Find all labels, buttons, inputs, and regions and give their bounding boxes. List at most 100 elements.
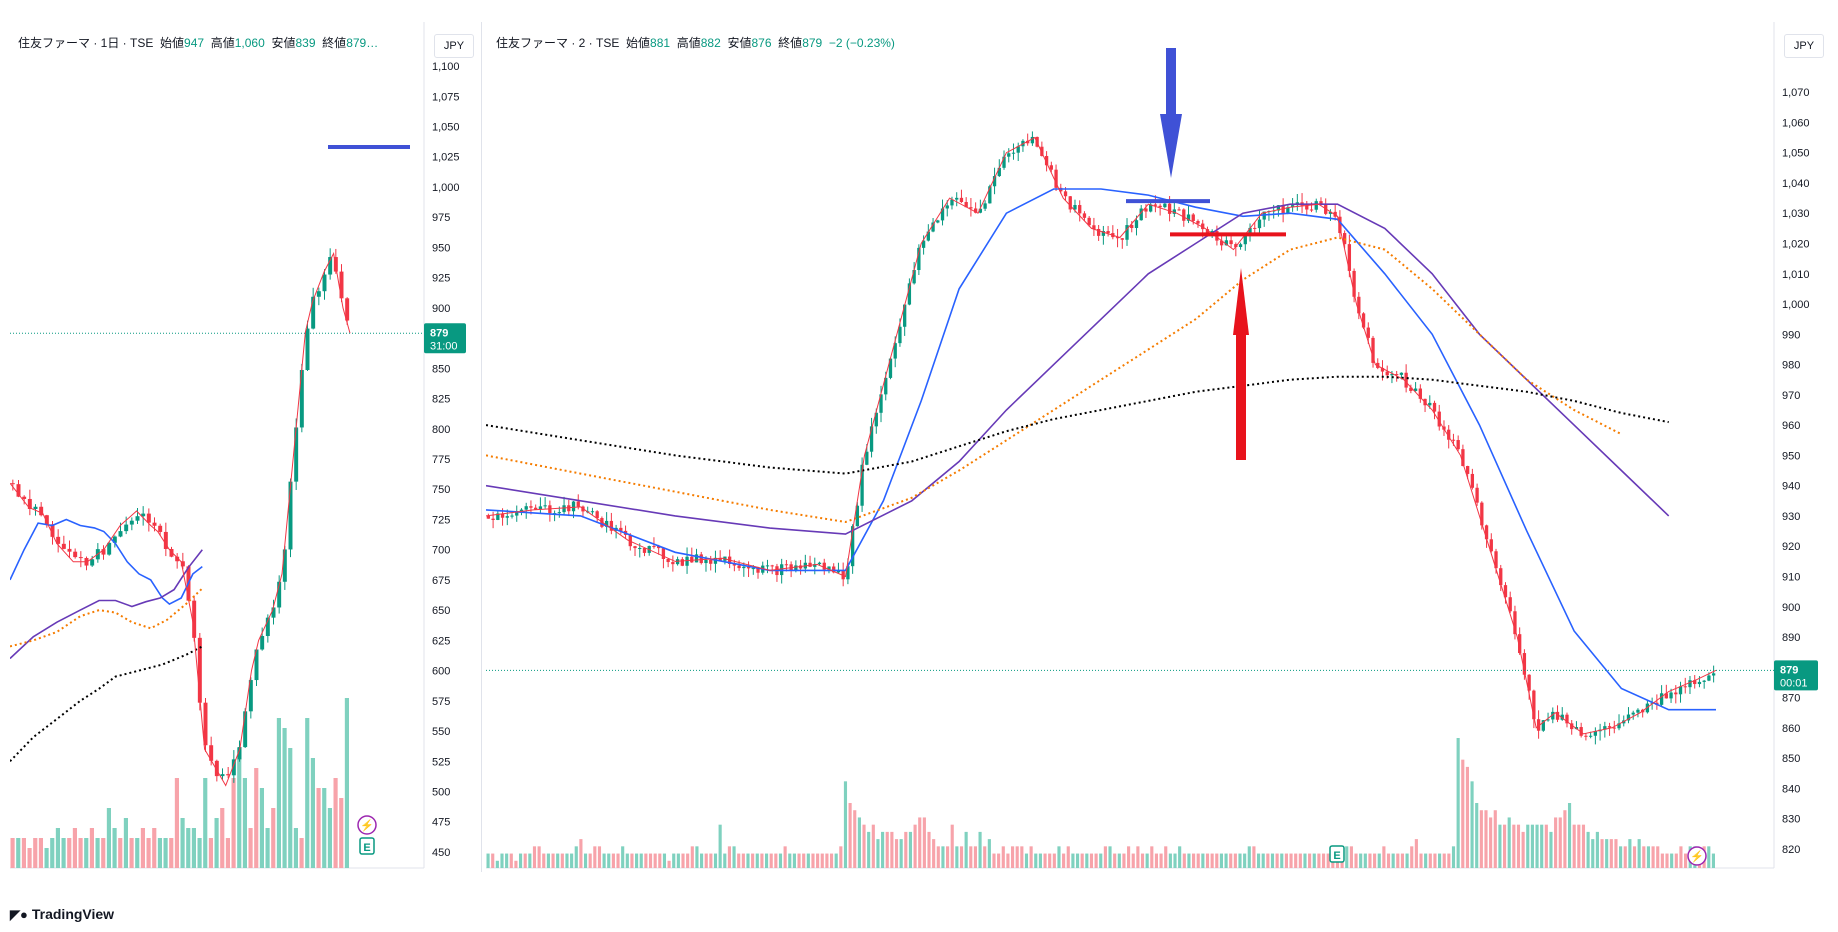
price-tick-label: 890 <box>1782 632 1800 644</box>
candle-body <box>827 566 831 570</box>
volume-bar <box>806 853 810 868</box>
volume-bar <box>760 853 764 868</box>
candle-body <box>1361 313 1366 328</box>
candle-body <box>1257 219 1262 229</box>
price-tick-label: 750 <box>432 484 450 496</box>
daily-chart-panel[interactable]: 住友ファーマ · 1日 · TSE 始値947 高値1,060 安値839 終値… <box>10 0 478 870</box>
volume-bar <box>1665 853 1669 868</box>
volume-bar <box>783 846 787 868</box>
candle-body <box>1196 220 1200 224</box>
candle-body <box>1418 388 1422 399</box>
volume-bar <box>1642 846 1646 868</box>
candle-body <box>709 559 713 564</box>
volume-bar <box>1609 839 1613 868</box>
tradingview-logo-icon: ◤● <box>10 907 28 922</box>
volume-bar <box>1382 846 1386 868</box>
candle-body <box>1636 709 1640 713</box>
currency-button[interactable]: JPY <box>1784 34 1824 58</box>
price-tick-label: 1,070 <box>1782 87 1810 99</box>
candle-body <box>1106 231 1110 234</box>
volume-bar <box>180 818 185 868</box>
volume-bar <box>140 828 145 868</box>
price-tick-label: 1,010 <box>1782 269 1810 281</box>
candle-body <box>220 774 225 777</box>
candle-body <box>1238 244 1243 248</box>
candle-body <box>1659 693 1664 705</box>
volume-bar <box>1131 853 1135 868</box>
volume-bar <box>885 831 889 868</box>
price-tick-label: 850 <box>1782 753 1800 765</box>
volume-bar <box>1660 853 1664 868</box>
volume-bar <box>1038 853 1042 868</box>
volume-bar <box>625 853 629 868</box>
candle-body <box>124 524 129 532</box>
candle-body <box>1366 327 1370 338</box>
candle-body <box>1437 411 1441 427</box>
candle-body <box>543 505 547 507</box>
volume-bar <box>1010 846 1015 868</box>
volume-bar <box>1219 853 1223 868</box>
volume-bar <box>992 853 996 868</box>
candle-body <box>1631 712 1635 715</box>
panel-divider[interactable] <box>481 22 482 872</box>
volume-bar <box>1479 810 1483 868</box>
candle-body <box>1688 680 1692 688</box>
candle-body <box>1040 146 1044 156</box>
volume-bar <box>1247 846 1251 868</box>
candle-body <box>158 525 163 532</box>
volume-bar <box>174 778 179 868</box>
intraday-chart-svg[interactable]: 8208308408508608708808909009109209309409… <box>486 0 1830 870</box>
candle-body <box>926 231 930 241</box>
candle-body <box>112 536 117 543</box>
price-tick-label: 575 <box>432 696 450 708</box>
volume-bar <box>574 846 578 868</box>
volume-bar <box>112 828 117 868</box>
volume-bar <box>1581 824 1586 868</box>
candle-body <box>214 760 219 777</box>
low-value: 839 <box>295 36 316 50</box>
volume-bar <box>690 846 694 868</box>
candle-body <box>237 747 242 760</box>
volume-bar <box>1498 824 1502 868</box>
volume-bar <box>788 853 792 868</box>
candle-body <box>1120 238 1124 240</box>
volume-bar <box>1512 824 1516 868</box>
candle-body <box>959 197 964 203</box>
candle-body <box>288 481 293 550</box>
volume-bar <box>89 828 94 868</box>
price-tick-label: 675 <box>432 575 450 587</box>
price-tick-label: 1,020 <box>1782 239 1810 251</box>
candle-body <box>950 199 954 206</box>
price-tick-label: 1,000 <box>432 182 460 194</box>
volume-bar <box>616 853 620 868</box>
volume-bar <box>1591 839 1595 868</box>
volume-bar <box>1317 853 1321 868</box>
volume-bar <box>588 853 592 868</box>
lightning-glyph: ⚡ <box>360 819 374 832</box>
volume-bar <box>1396 853 1400 868</box>
candle-body <box>1551 711 1555 720</box>
candle-body <box>888 358 893 378</box>
candle-body <box>732 563 737 566</box>
candle-body <box>1309 209 1314 211</box>
black-moving-average-line <box>10 645 203 762</box>
volume-bar <box>1679 846 1683 868</box>
volume-bar <box>1178 846 1182 868</box>
candle-body <box>197 637 202 703</box>
candle-body <box>1447 429 1451 440</box>
candle-body <box>1413 388 1418 391</box>
intraday-chart-panel[interactable]: 住友ファーマ · 2 · TSE 始値881 高値882 安値876 終値879… <box>486 0 1830 870</box>
low-value: 876 <box>751 36 772 50</box>
volume-bar <box>1052 853 1056 868</box>
volume-bar <box>1373 853 1377 868</box>
candle-body <box>1371 337 1375 363</box>
daily-chart-svg[interactable]: 450 475 500 525 550 575 600 625 650 675 700 725 750 7… <box>10 0 478 870</box>
tradingview-brand[interactable]: ◤● TradingView <box>10 906 114 923</box>
currency-button[interactable]: JPY <box>434 34 474 58</box>
volume-bar <box>607 853 611 868</box>
volume-bar <box>1062 853 1066 868</box>
red-moving-average-line <box>10 251 351 787</box>
volume-bar <box>774 853 778 868</box>
candle-body <box>1607 726 1612 728</box>
candle-body <box>746 566 751 569</box>
